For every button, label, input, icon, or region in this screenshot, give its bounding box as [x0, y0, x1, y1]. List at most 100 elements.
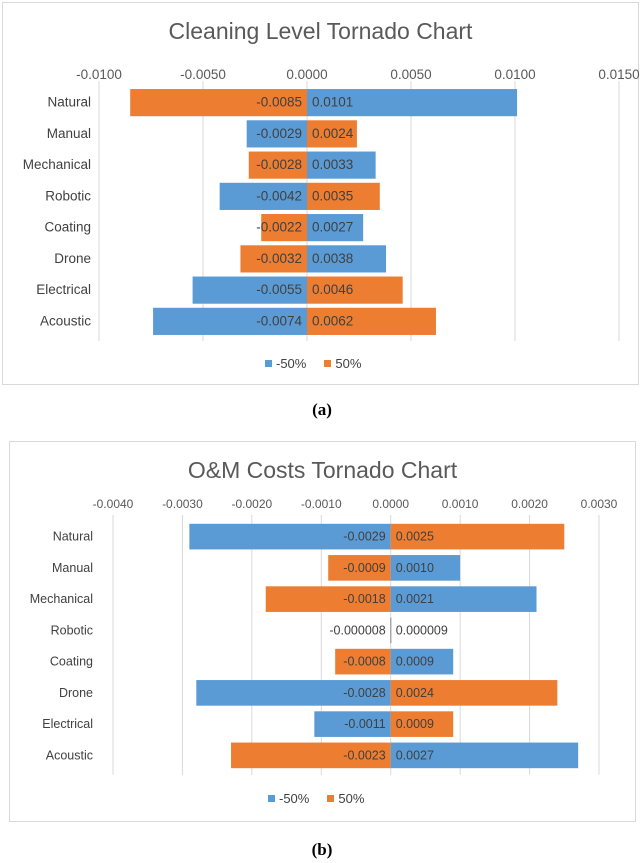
data-label: 0.000009: [396, 623, 448, 637]
data-label: -0.0029: [343, 530, 385, 544]
chart-title-b: O&M Costs Tornado Chart: [187, 457, 458, 483]
data-label: 0.0035: [312, 188, 353, 203]
bar-left: [130, 89, 307, 117]
legend-b: -50% 50%: [268, 791, 364, 806]
x-tick-label: 0.0010: [442, 497, 479, 511]
legend-swatch-blue: [268, 795, 275, 802]
legend-a: -50% 50%: [265, 356, 361, 371]
x-tick-label: -0.0040: [93, 497, 134, 511]
chart-panel-a: Cleaning Level Tornado Chart -0.0100 -0.0…: [2, 2, 640, 385]
data-label: 0.0009: [396, 717, 434, 731]
data-label: -0.0085: [256, 95, 302, 110]
data-label: 0.0101: [312, 95, 353, 110]
x-tick-label: 0.0150: [598, 67, 639, 82]
data-label: -0.0023: [343, 748, 385, 762]
caption-a: (a): [312, 400, 332, 419]
x-tick-label: 0.0030: [581, 497, 618, 511]
category-label: Mechanical: [23, 157, 91, 172]
bar-left: [189, 523, 391, 550]
category-label: Robotic: [51, 623, 93, 637]
bar-right: [390, 648, 454, 675]
chart-plot-b: -0.0040 -0.0030 -0.0020 -0.0010 0.0000 0.0010…: [30, 497, 618, 775]
x-tick-label: 0.0020: [511, 497, 548, 511]
bar-right: [390, 711, 454, 737]
data-label: 0.0033: [312, 157, 353, 172]
chart-panel-b: O&M Costs Tornado Chart -0.0040 -0.0030 -0…: [9, 441, 636, 822]
data-label: 0.0027: [396, 748, 434, 762]
x-tick-label: -0.0050: [180, 67, 226, 82]
x-tick-label: -0.0100: [76, 67, 122, 82]
x-tick-label: -0.0010: [301, 497, 342, 511]
legend-item-neg50: -50%: [268, 791, 309, 806]
x-tick-label: -0.0020: [232, 497, 273, 511]
data-label: -0.0042: [256, 188, 302, 203]
bar-right: [390, 555, 461, 581]
data-label: 0.0027: [312, 220, 353, 235]
bar-left: [219, 182, 307, 210]
data-label: 0.0021: [396, 592, 434, 606]
legend-swatch-blue: [265, 360, 272, 367]
legend-label: 50%: [338, 791, 365, 806]
data-label: 0.0009: [396, 655, 434, 669]
category-label: Natural: [53, 530, 93, 544]
bar-left: [261, 214, 307, 242]
bar-left: [390, 617, 391, 644]
bar-left: [246, 120, 307, 148]
legend-label: 50%: [335, 356, 362, 371]
bar-left: [265, 586, 391, 612]
bar-left: [196, 680, 391, 706]
bar-right: [307, 276, 403, 304]
bar-left: [240, 245, 307, 273]
chart-title-a: Cleaning Level Tornado Chart: [168, 18, 473, 44]
legend-item-pos50: 50%: [324, 356, 361, 371]
category-label: Electrical: [42, 717, 93, 731]
bar-left: [328, 555, 391, 581]
bar-right: [307, 120, 357, 148]
legend-label: -50%: [276, 356, 307, 371]
data-label: 0.0062: [312, 313, 353, 328]
category-label: Coating: [44, 220, 91, 235]
bar-right: [390, 586, 537, 612]
bar-right: [307, 182, 380, 210]
bar-right: [307, 307, 436, 335]
data-label: -0.0009: [343, 561, 385, 575]
category-label: Acoustic: [40, 313, 91, 328]
data-label: -0.0028: [343, 686, 385, 700]
data-label: -0.0055: [256, 282, 302, 297]
x-tick-label: 0.0000: [372, 497, 409, 511]
legend-item-pos50: 50%: [327, 791, 364, 806]
data-label: -0.0018: [343, 592, 385, 606]
category-label: Drone: [59, 686, 93, 700]
legend-swatch-orange: [324, 360, 332, 367]
bar-right: [307, 214, 364, 242]
x-tick-label: -0.0030: [162, 497, 203, 511]
bar-left: [248, 151, 307, 179]
data-label: -0.0032: [256, 251, 302, 266]
data-label: 0.0025: [396, 530, 434, 544]
category-label: Robotic: [45, 188, 91, 203]
data-label: 0.0024: [396, 686, 434, 700]
bar-right: [390, 680, 558, 706]
x-tick-label: 0.0100: [494, 67, 535, 82]
category-label: Manual: [47, 126, 91, 141]
chart-plot-a: -0.0100 -0.0050 0.0000 0.0050 0.0100 0.0150 Na…: [23, 67, 640, 341]
bar-left: [153, 307, 307, 335]
data-label: -0.0011: [344, 717, 386, 731]
data-label: -0.0074: [256, 313, 302, 328]
bar-left: [314, 711, 391, 737]
bar-right: [390, 523, 565, 550]
data-label: -0.0029: [256, 126, 302, 141]
data-label: 0.0010: [396, 561, 434, 575]
category-label: Acoustic: [46, 748, 93, 762]
category-label: Natural: [47, 95, 91, 110]
x-tick-label: 0.0050: [390, 67, 431, 82]
x-tick-label: 0.0000: [286, 67, 327, 82]
bar-left: [335, 648, 391, 675]
category-label: Electrical: [36, 282, 91, 297]
legend-label: -50%: [279, 791, 310, 806]
data-label: 0.0046: [312, 282, 353, 297]
bar-left: [192, 276, 307, 304]
category-label: Drone: [54, 251, 91, 266]
data-label: -0.0022: [256, 220, 302, 235]
caption-b: (b): [311, 840, 333, 859]
